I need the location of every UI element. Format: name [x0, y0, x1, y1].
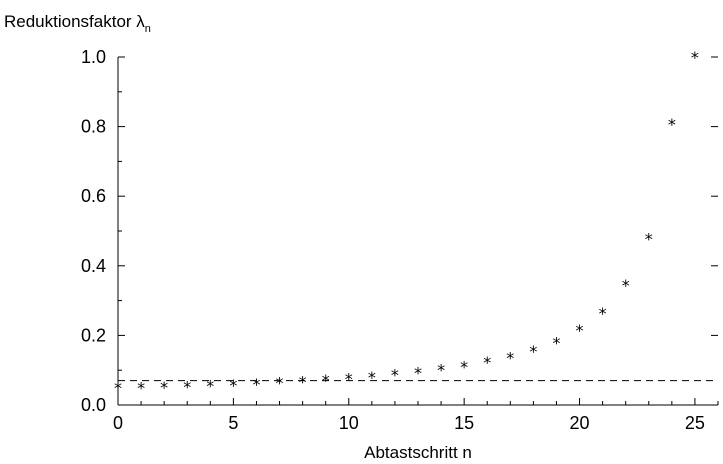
data-point: * — [299, 372, 307, 391]
data-point: * — [183, 378, 191, 397]
x-axis-title: Abtastschritt n — [364, 443, 472, 462]
data-point: * — [506, 348, 514, 367]
y-tick-label: 0.0 — [81, 395, 106, 415]
data-point: * — [552, 333, 560, 352]
x-ticks: 0 5 10 15 20 25 — [113, 398, 719, 433]
x-tick-label: 25 — [685, 413, 705, 433]
data-point: * — [599, 304, 607, 323]
x-tick-label: 10 — [339, 413, 359, 433]
data-point: * — [322, 371, 330, 390]
y-axis-title: Reduktionsfaktor λn — [4, 12, 151, 35]
data-point: * — [276, 374, 284, 393]
data-point: * — [668, 115, 676, 134]
y-ticks: 0.0 0.2 0.4 0.6 0.8 1.0 — [81, 47, 718, 415]
data-point: * — [368, 368, 376, 387]
x-tick-label: 15 — [454, 413, 474, 433]
data-point: * — [529, 342, 537, 361]
data-point: * — [691, 48, 699, 67]
y-axis-title-main: Reduktionsfaktor λ — [4, 12, 145, 31]
data-points: * * * * * * * * * * * * * * * * * * * * * * * * * * — [114, 48, 699, 397]
data-point: * — [437, 361, 445, 380]
data-point: * — [206, 377, 214, 396]
y-axis-title-subscript: n — [145, 23, 151, 35]
data-point: * — [414, 363, 422, 382]
data-point: * — [160, 378, 168, 397]
data-point: * — [229, 376, 237, 395]
x-tick-label: 20 — [570, 413, 590, 433]
x-tick-label: 5 — [228, 413, 238, 433]
y-tick-label: 1.0 — [81, 47, 106, 67]
x-tick-label: 0 — [113, 413, 123, 433]
data-point: * — [114, 378, 122, 397]
y-tick-label: 0.2 — [81, 325, 106, 345]
y-tick-label: 0.4 — [81, 256, 106, 276]
y-tick-label: 0.6 — [81, 186, 106, 206]
data-point: * — [391, 366, 399, 385]
data-point: * — [483, 353, 491, 372]
data-point: * — [622, 276, 630, 295]
data-point: * — [645, 230, 653, 249]
data-point: * — [345, 370, 353, 389]
data-point: * — [137, 378, 145, 397]
data-point: * — [576, 321, 584, 340]
data-point: * — [252, 375, 260, 394]
y-tick-label: 0.8 — [81, 117, 106, 137]
data-point: * — [460, 357, 468, 376]
plot-frame — [117, 57, 718, 406]
